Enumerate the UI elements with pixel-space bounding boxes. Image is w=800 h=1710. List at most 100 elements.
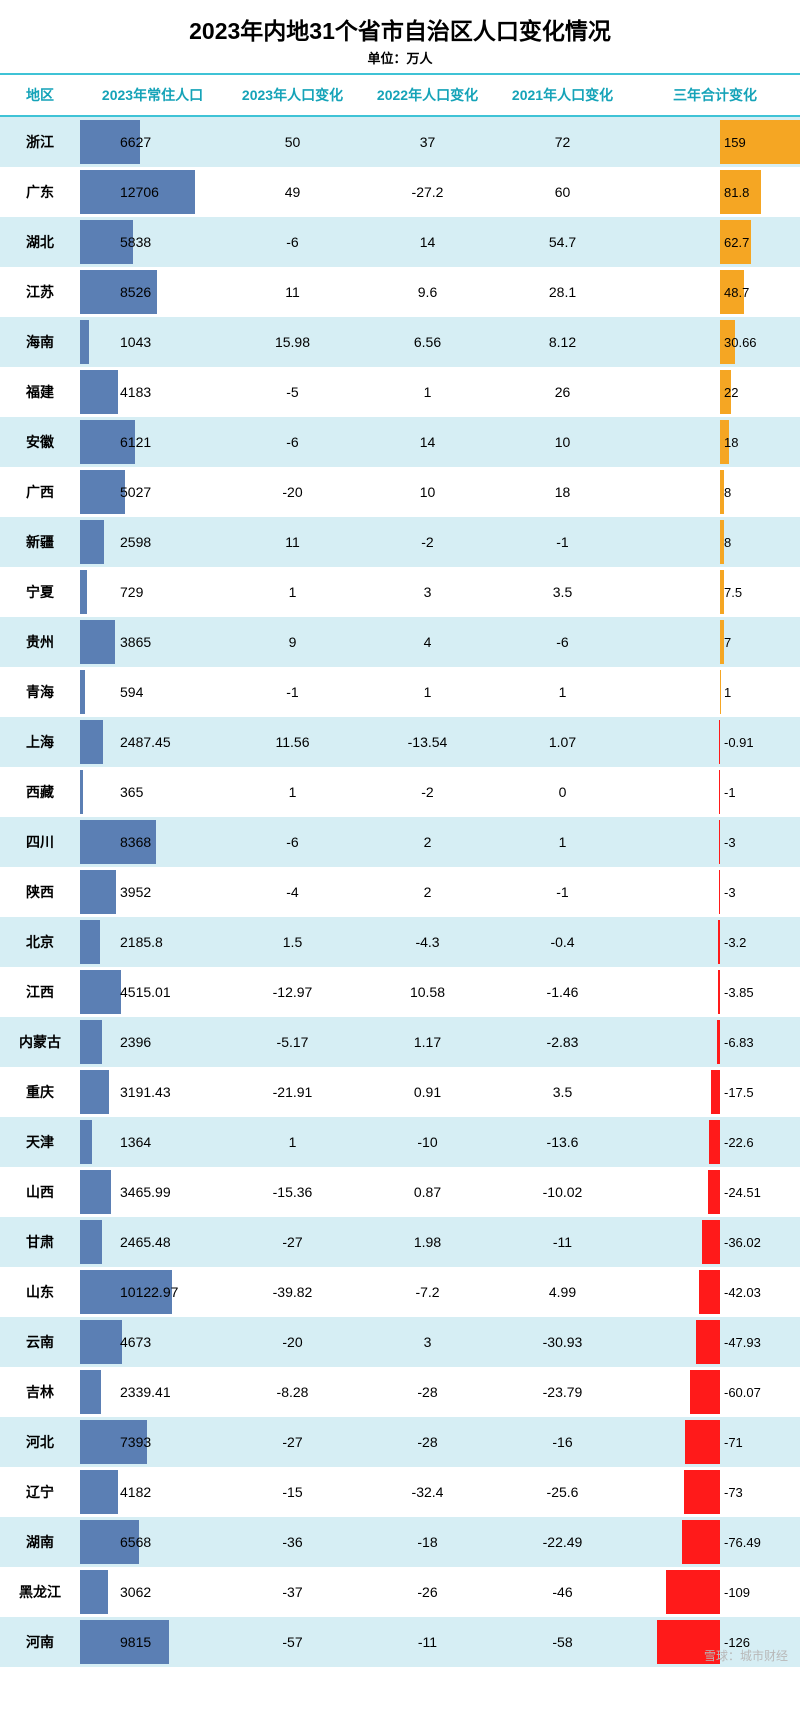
cell-c2021: -10.02 <box>495 1167 630 1217</box>
cell-c2022: -18 <box>360 1517 495 1567</box>
cell-c2023: -15.36 <box>225 1167 360 1217</box>
population-value: 3191.43 <box>80 1067 225 1117</box>
total-value: 62.7 <box>724 220 749 264</box>
total-value: -24.51 <box>724 1170 761 1214</box>
total-bar-wrapper: 22 <box>630 370 800 414</box>
cell-c2021: -30.93 <box>495 1317 630 1367</box>
cell-c2021: -11 <box>495 1217 630 1267</box>
cell-c2022: -13.54 <box>360 717 495 767</box>
cell-region: 山东 <box>0 1267 80 1317</box>
total-bar <box>709 1120 720 1164</box>
col-pop: 2023年常住人口 <box>80 74 225 116</box>
population-value: 6627 <box>80 117 225 167</box>
total-bar-wrapper: -42.03 <box>630 1270 800 1314</box>
cell-c2023: -21.91 <box>225 1067 360 1117</box>
cell-c2023: -20 <box>225 1317 360 1367</box>
cell-c2021: 1 <box>495 667 630 717</box>
cell-population: 6568 <box>80 1517 225 1567</box>
cell-c2021: -1.46 <box>495 967 630 1017</box>
cell-region: 陕西 <box>0 867 80 917</box>
population-value: 2598 <box>80 517 225 567</box>
total-value: 8 <box>724 470 731 514</box>
cell-c2023: -20 <box>225 467 360 517</box>
table-row: 山东10122.97-39.82-7.24.99-42.03 <box>0 1267 800 1317</box>
cell-c2021: -2.83 <box>495 1017 630 1067</box>
total-value: -0.91 <box>724 720 754 764</box>
population-value: 594 <box>80 667 225 717</box>
cell-total: -36.02 <box>630 1217 800 1267</box>
population-value: 4515.01 <box>80 967 225 1017</box>
total-bar <box>690 1370 720 1414</box>
cell-c2022: -2 <box>360 517 495 567</box>
cell-population: 6627 <box>80 116 225 167</box>
total-bar-wrapper: -6.83 <box>630 1020 800 1064</box>
cell-c2023: -27 <box>225 1217 360 1267</box>
total-bar-wrapper: -0.91 <box>630 720 800 764</box>
table-row: 黑龙江3062-37-26-46-109 <box>0 1567 800 1617</box>
cell-region: 青海 <box>0 667 80 717</box>
total-bar-wrapper: 7 <box>630 620 800 664</box>
cell-population: 2396 <box>80 1017 225 1067</box>
population-value: 5027 <box>80 467 225 517</box>
table-row: 河北7393-27-28-16-71 <box>0 1417 800 1467</box>
total-bar-wrapper: -73 <box>630 1470 800 1514</box>
cell-c2022: 1 <box>360 667 495 717</box>
cell-total: 1 <box>630 667 800 717</box>
table-row: 青海594-1111 <box>0 667 800 717</box>
cell-c2021: 10 <box>495 417 630 467</box>
cell-region: 湖北 <box>0 217 80 267</box>
cell-total: -47.93 <box>630 1317 800 1367</box>
cell-total: 7.5 <box>630 567 800 617</box>
total-bar-wrapper: 159 <box>630 120 800 164</box>
cell-total: -24.51 <box>630 1167 800 1217</box>
cell-region: 甘肃 <box>0 1217 80 1267</box>
total-value: 159 <box>724 120 746 164</box>
total-bar-wrapper: 8 <box>630 520 800 564</box>
cell-c2021: 28.1 <box>495 267 630 317</box>
cell-total: 8 <box>630 517 800 567</box>
cell-c2021: -46 <box>495 1567 630 1617</box>
table-row: 北京2185.81.5-4.3-0.4-3.2 <box>0 917 800 967</box>
population-value: 3952 <box>80 867 225 917</box>
total-bar-wrapper: -3.85 <box>630 970 800 1014</box>
cell-c2022: -32.4 <box>360 1467 495 1517</box>
total-bar-wrapper: 62.7 <box>630 220 800 264</box>
cell-total: -3 <box>630 817 800 867</box>
cell-region: 西藏 <box>0 767 80 817</box>
cell-region: 贵州 <box>0 617 80 667</box>
cell-population: 2598 <box>80 517 225 567</box>
cell-c2021: 54.7 <box>495 217 630 267</box>
population-value: 729 <box>80 567 225 617</box>
total-bar-wrapper: -109 <box>630 1570 800 1614</box>
total-bar-wrapper: -1 <box>630 770 800 814</box>
cell-c2023: -12.97 <box>225 967 360 1017</box>
cell-c2022: -4.3 <box>360 917 495 967</box>
cell-c2022: -28 <box>360 1417 495 1467</box>
cell-total: -3 <box>630 867 800 917</box>
cell-c2023: -5.17 <box>225 1017 360 1067</box>
cell-population: 3465.99 <box>80 1167 225 1217</box>
cell-c2021: -1 <box>495 867 630 917</box>
total-bar <box>699 1270 720 1314</box>
header-row: 地区 2023年常住人口 2023年人口变化 2022年人口变化 2021年人口… <box>0 74 800 116</box>
cell-c2021: -6 <box>495 617 630 667</box>
cell-population: 12706 <box>80 167 225 217</box>
total-bar-wrapper: 30.66 <box>630 320 800 364</box>
total-bar <box>718 970 720 1014</box>
population-value: 4183 <box>80 367 225 417</box>
cell-c2023: 15.98 <box>225 317 360 367</box>
cell-c2022: 4 <box>360 617 495 667</box>
cell-total: 62.7 <box>630 217 800 267</box>
table-row: 江苏8526119.628.148.7 <box>0 267 800 317</box>
cell-population: 2185.8 <box>80 917 225 967</box>
cell-c2023: 50 <box>225 116 360 167</box>
cell-population: 8526 <box>80 267 225 317</box>
cell-region: 广东 <box>0 167 80 217</box>
total-bar-wrapper: 7.5 <box>630 570 800 614</box>
cell-c2023: 11.56 <box>225 717 360 767</box>
total-bar-wrapper: -71 <box>630 1420 800 1464</box>
cell-total: 81.8 <box>630 167 800 217</box>
cell-c2021: -13.6 <box>495 1117 630 1167</box>
cell-c2022: 2 <box>360 817 495 867</box>
cell-total: -73 <box>630 1467 800 1517</box>
